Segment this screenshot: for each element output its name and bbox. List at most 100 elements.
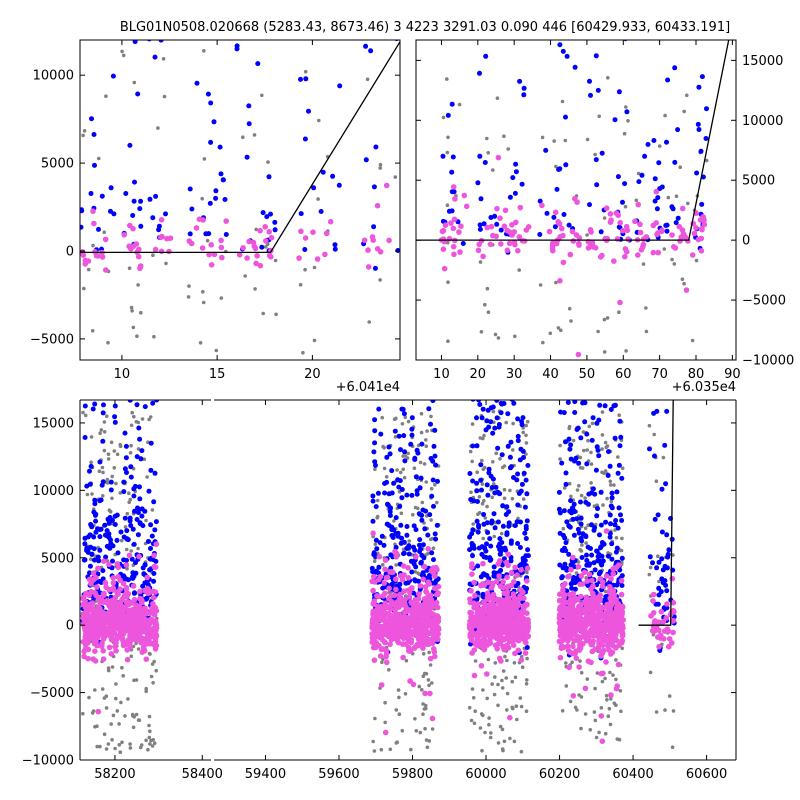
data-points (80, 371, 677, 754)
point-pink (484, 595, 491, 601)
point-gray (494, 451, 499, 456)
point-pink (561, 627, 567, 633)
point-blue (147, 40, 152, 42)
point-pink (92, 648, 98, 654)
point-pink (589, 648, 596, 655)
point-pink (382, 600, 389, 607)
point-gray (662, 247, 667, 251)
point-pink (381, 617, 387, 623)
point-gray (115, 709, 120, 713)
point-blue (139, 513, 145, 519)
point-gray (585, 677, 590, 681)
point-gray (154, 668, 158, 673)
point-gray (134, 712, 139, 717)
point-pink (613, 685, 620, 692)
point-gray (580, 543, 584, 547)
point-blue (82, 541, 88, 547)
point-blue (88, 387, 93, 392)
point-blue (492, 425, 498, 431)
point-blue (126, 577, 131, 583)
point-gray (469, 718, 474, 723)
point-pink (512, 564, 518, 571)
point-gray (504, 676, 509, 680)
point-gray (538, 283, 543, 287)
y-tick-label: 10000 (742, 114, 783, 129)
point-blue (584, 558, 590, 563)
point-pink (513, 596, 520, 603)
point-blue (478, 196, 484, 202)
point-pink (208, 242, 214, 248)
point-gray (594, 735, 599, 740)
point-pink (501, 223, 508, 230)
point-blue (578, 499, 583, 505)
point-gray (106, 340, 110, 345)
point-blue (598, 229, 604, 235)
point-gray (254, 227, 258, 232)
point-pink (650, 591, 657, 598)
point-blue (412, 457, 418, 462)
point-gray (100, 687, 105, 691)
point-pink (391, 618, 398, 625)
point-blue (578, 535, 584, 541)
point-blue (568, 581, 574, 587)
point-blue (576, 530, 582, 536)
point-pink (507, 714, 513, 721)
point-gray (521, 430, 525, 435)
point-gray (150, 508, 155, 512)
point-pink (380, 630, 387, 637)
point-pink (263, 238, 269, 244)
point-blue (109, 565, 115, 571)
point-pink (471, 632, 477, 638)
point-gray (623, 204, 628, 209)
point-pink (557, 654, 564, 661)
point-blue (428, 379, 433, 384)
point-blue (477, 222, 483, 228)
point-blue (500, 503, 506, 509)
point-gray (445, 150, 450, 155)
point-blue (153, 519, 159, 525)
point-blue (137, 436, 143, 442)
point-gray (420, 500, 425, 505)
point-pink (500, 585, 506, 591)
point-blue (139, 448, 145, 454)
point-pink (98, 620, 105, 627)
point-blue (474, 415, 479, 421)
point-pink (428, 638, 434, 645)
point-pink (95, 615, 101, 621)
point-pink (80, 595, 86, 602)
x-tick-label: 90 (724, 367, 741, 382)
point-blue (564, 53, 570, 59)
point-gray (93, 688, 97, 692)
point-pink (393, 550, 400, 557)
point-blue (563, 540, 569, 546)
point-pink (136, 553, 142, 560)
point-blue (92, 501, 98, 507)
point-blue (669, 204, 675, 210)
point-gray (365, 77, 370, 82)
point-blue (520, 392, 525, 397)
point-blue (639, 172, 645, 178)
point-gray (132, 678, 136, 683)
point-pink (382, 729, 389, 736)
point-gray (82, 286, 86, 291)
point-pink (473, 620, 479, 626)
point-blue (523, 536, 529, 541)
point-blue (123, 455, 129, 461)
point-pink (158, 248, 165, 255)
point-blue (613, 549, 619, 555)
point-gray (394, 563, 399, 567)
point-blue (318, 209, 324, 214)
point-gray (411, 512, 415, 517)
point-blue (138, 456, 144, 462)
point-pink (475, 247, 482, 254)
point-blue (517, 545, 523, 550)
point-gray (519, 704, 524, 709)
point-pink (420, 645, 426, 651)
point-blue (570, 508, 576, 514)
point-pink (100, 648, 106, 654)
point-pink (568, 566, 574, 573)
point-pink (603, 528, 610, 534)
point-blue (151, 578, 157, 584)
point-blue (506, 509, 512, 515)
point-blue (488, 371, 493, 376)
